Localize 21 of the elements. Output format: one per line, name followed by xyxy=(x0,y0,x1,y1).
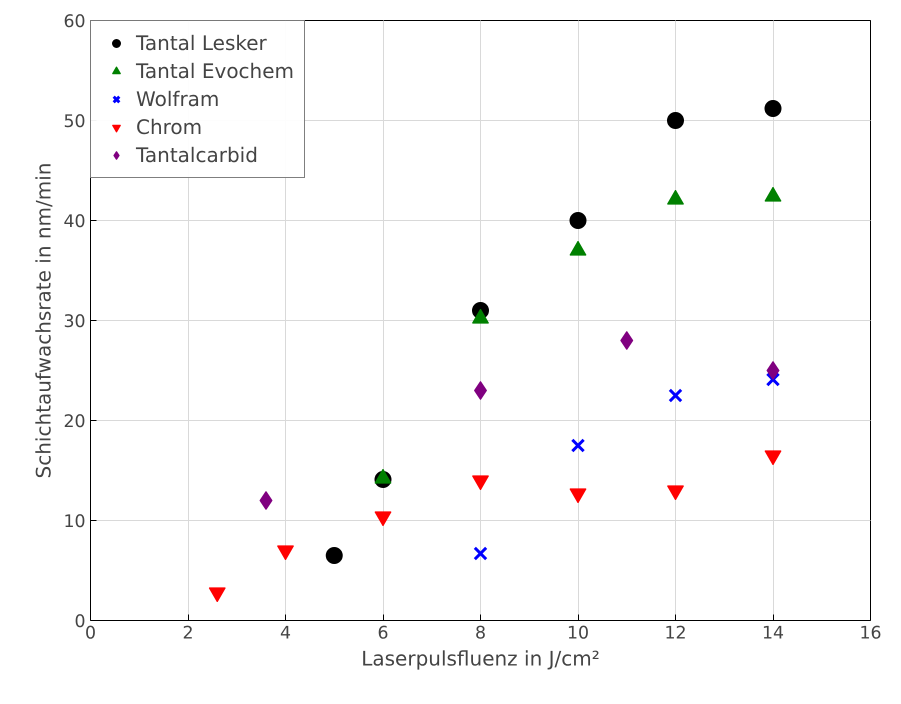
y-tick-label: 20 xyxy=(63,412,86,432)
legend-label: Wolfram xyxy=(136,87,220,111)
x-tick-label: 8 xyxy=(474,624,486,644)
legend-label: Tantal Evochem xyxy=(136,59,294,83)
y-tick-label: 30 xyxy=(63,312,86,332)
y-tick-label: 40 xyxy=(63,212,86,232)
x-tick-label: 14 xyxy=(762,624,784,644)
y-axis-title: Schichtaufwachsrate in nm/min xyxy=(31,162,56,478)
y-tick-label: 50 xyxy=(63,112,86,132)
x-tick-label: 16 xyxy=(859,624,882,644)
x-tick-label: 2 xyxy=(182,624,194,644)
x-axis-title: Laserpulsfluenz in J/cm² xyxy=(361,646,600,670)
x-tick-label: 4 xyxy=(280,624,292,644)
x-tick-label: 12 xyxy=(664,624,687,644)
x-tick-label: 6 xyxy=(377,624,389,644)
legend-label: Tantalcarbid xyxy=(136,143,258,167)
y-tick-label: 60 xyxy=(63,12,86,32)
y-tick-label: 10 xyxy=(63,512,86,532)
legend-label: Chrom xyxy=(136,115,202,139)
legend-label: Tantal Lesker xyxy=(136,31,267,55)
x-tick-label: 10 xyxy=(566,624,590,644)
